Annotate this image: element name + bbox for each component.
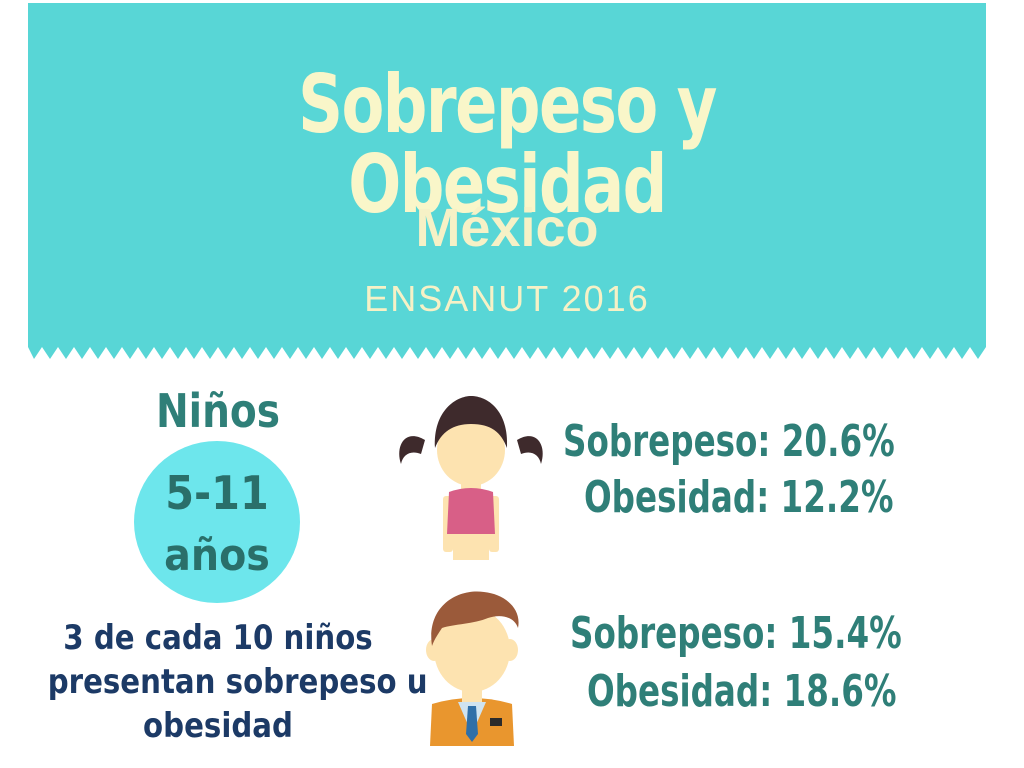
page-title: Sobrepeso y Obesidad xyxy=(298,58,717,231)
summary-line: obesidad xyxy=(143,706,293,746)
girl-icon xyxy=(399,396,543,560)
age-unit: años xyxy=(164,530,270,581)
summary-line: presentan sobrepeso u xyxy=(47,662,428,702)
survey-label: ENSANUT 2016 xyxy=(364,278,650,319)
boys-obesity-stat: Obesidad: 18.6% xyxy=(587,666,897,717)
boys-overweight-stat: Sobrepeso: 15.4% xyxy=(570,608,902,659)
age-badge xyxy=(134,441,300,603)
age-range: 5-11 xyxy=(165,466,269,520)
country-subtitle: México xyxy=(415,198,599,258)
banner-background xyxy=(28,3,986,359)
summary-line: 3 de cada 10 niños xyxy=(63,618,373,658)
girls-overweight-stat: Sobrepeso: 20.6% xyxy=(563,416,895,467)
summary-text: 3 de cada 10 niños presentan sobrepeso u… xyxy=(47,616,428,748)
header-banner: Sobrepeso y Obesidad México ENSANUT 2016 xyxy=(28,3,986,359)
boy-icon xyxy=(426,591,519,746)
group-title: Niños xyxy=(155,384,281,438)
girls-obesity-stat: Obesidad: 12.2% xyxy=(584,472,894,523)
